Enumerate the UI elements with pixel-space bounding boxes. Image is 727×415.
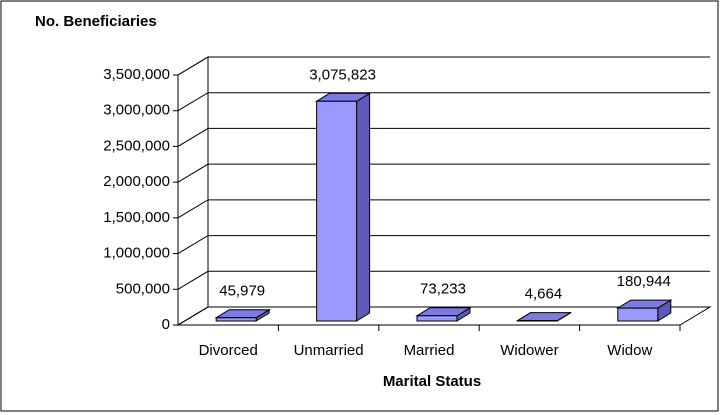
- data-label: 4,664: [525, 286, 563, 303]
- grid-line: [177, 235, 710, 254]
- grid-line: [177, 199, 710, 219]
- data-label: 3,075,823: [309, 66, 376, 83]
- x-tick-label: Divorced: [199, 342, 258, 359]
- x-tick-label: Widow: [607, 342, 652, 359]
- data-label: 180,944: [617, 273, 671, 290]
- bar: [515, 311, 573, 322]
- x-tick-label: Widower: [500, 342, 558, 359]
- bar: [415, 306, 472, 322]
- y-tick-label: 500,000: [116, 280, 170, 297]
- bar: [214, 308, 271, 322]
- grid-line: [177, 92, 710, 112]
- x-tick-label: Married: [404, 342, 455, 359]
- x-axis-title: Marital Status: [383, 373, 481, 390]
- y-tick-label: 0: [162, 316, 170, 333]
- bar: [616, 299, 673, 322]
- grid-line: [177, 56, 710, 76]
- grid-line: [177, 306, 710, 326]
- y-tick-label: 3,000,000: [103, 102, 170, 119]
- bar-side: [356, 92, 371, 322]
- y-tick-label: 3,500,000: [103, 66, 170, 83]
- bar-front: [617, 307, 659, 322]
- y-tick-label: 1,000,000: [103, 245, 170, 262]
- bar-front: [416, 315, 458, 322]
- data-label: 45,979: [219, 283, 265, 300]
- bar-front: [215, 317, 257, 322]
- y-tick-label: 2,500,000: [103, 137, 170, 154]
- chart-title: No. Beneficiaries: [35, 13, 157, 30]
- bar-front: [316, 100, 358, 322]
- grid-line: [177, 127, 710, 147]
- grid-line: [177, 163, 710, 183]
- x-tick-label: Unmarried: [294, 342, 364, 359]
- y-tick-label: 2,000,000: [103, 173, 170, 190]
- data-label: 73,233: [420, 281, 466, 298]
- bar: [314, 92, 372, 322]
- grid-line: [177, 270, 710, 290]
- y-tick-label: 1,500,000: [103, 209, 170, 226]
